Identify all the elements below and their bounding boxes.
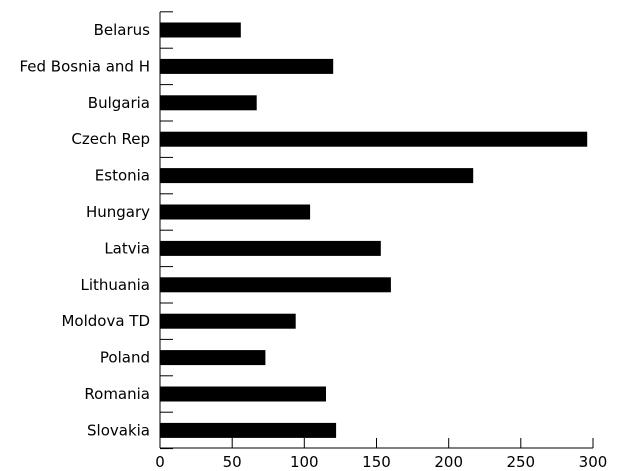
- category-label: Belarus: [94, 21, 151, 39]
- x-tick-label: 200: [434, 453, 463, 471]
- category-label: Romania: [84, 385, 150, 403]
- category-label: Fed Bosnia and H: [19, 57, 150, 75]
- category-labels: Belarus Fed Bosnia and H Bulgaria Czech Rep…: [19, 21, 150, 439]
- x-axis: 0 50 100 150 200 250 300: [155, 438, 607, 471]
- category-label: Latvia: [104, 239, 150, 257]
- category-label: Lithuania: [81, 276, 150, 294]
- bar-moldova-td: [160, 313, 296, 329]
- x-tick-label: 100: [290, 453, 319, 471]
- bar-slovakia: [160, 422, 337, 438]
- x-tick-label: 250: [506, 453, 535, 471]
- bar-latvia: [160, 240, 381, 256]
- category-ticks: [160, 11, 173, 450]
- bar-hungary: [160, 204, 311, 220]
- bars-group: [160, 22, 588, 438]
- bar-bulgaria: [160, 95, 257, 111]
- category-label: Hungary: [86, 203, 150, 221]
- category-label: Czech Rep: [71, 130, 150, 148]
- category-label: Estonia: [95, 167, 150, 185]
- x-tick-label: 50: [223, 453, 242, 471]
- x-tick-label: 0: [155, 453, 165, 471]
- bar-romania: [160, 386, 326, 402]
- category-label: Slovakia: [87, 421, 150, 439]
- bar-czech-rep: [160, 131, 588, 147]
- bar-belarus: [160, 22, 241, 38]
- x-tick-label: 150: [362, 453, 391, 471]
- x-tick-label: 300: [579, 453, 608, 471]
- bar-lithuania: [160, 277, 391, 293]
- category-label: Poland: [100, 349, 150, 367]
- bar-estonia: [160, 168, 474, 184]
- bar-fed-bosnia-and-h: [160, 58, 334, 74]
- bar-poland: [160, 350, 266, 366]
- category-label: Moldova TD: [61, 312, 150, 330]
- category-label: Bulgaria: [88, 94, 150, 112]
